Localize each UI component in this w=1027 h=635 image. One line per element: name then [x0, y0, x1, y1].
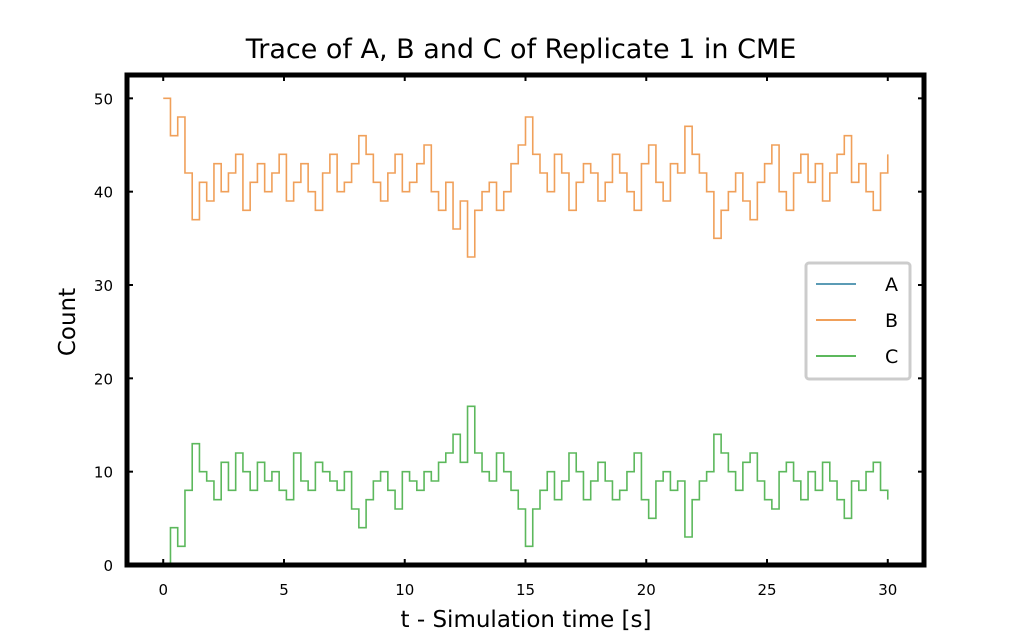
y-tick-label: 0 [103, 557, 113, 575]
series-line-b [163, 97, 889, 258]
legend-label-c: C [885, 346, 898, 368]
legend-box [804, 261, 912, 381]
y-tick-label: 50 [94, 90, 113, 108]
x-tick-label: 0 [158, 581, 168, 599]
x-tick-label: 25 [757, 581, 776, 599]
x-tick-label: 30 [878, 581, 897, 599]
x-tick-label: 5 [279, 581, 289, 599]
x-tick-label: 15 [516, 581, 535, 599]
chart-title: Trace of A, B and C of Replicate 1 in CM… [245, 34, 797, 65]
legend: ABC [804, 261, 912, 381]
series-line-c [163, 405, 889, 566]
x-tick-label: 10 [395, 581, 414, 599]
y-tick-label: 20 [94, 370, 113, 388]
x-tick-label: 20 [637, 581, 656, 599]
plot-frame [124, 72, 927, 568]
y-tick-label: 40 [94, 184, 113, 202]
plot-area: 0 5 10 15 20 25 30 0 10 20 30 40 50 [94, 72, 927, 599]
y-tick-label: 10 [94, 464, 113, 482]
legend-label-b: B [885, 310, 898, 332]
y-tick-label: 30 [94, 277, 113, 295]
legend-label-a: A [885, 274, 898, 296]
y-axis-label: Count [55, 288, 81, 356]
x-axis-label: t - Simulation time [s] [401, 607, 652, 633]
